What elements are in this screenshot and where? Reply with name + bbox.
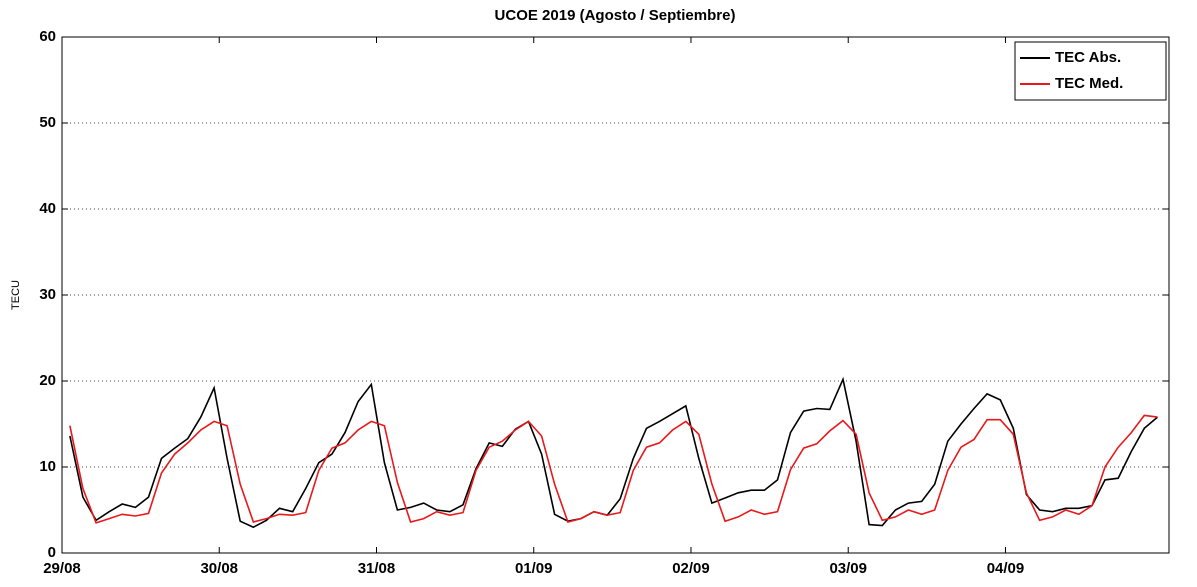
x-tick-label: 01/09 xyxy=(515,560,553,577)
x-tick-label: 02/09 xyxy=(672,560,710,577)
x-tick-label: 30/08 xyxy=(200,560,238,577)
plot-frame xyxy=(61,36,1170,554)
y-tick-label: 60 xyxy=(39,28,56,45)
y-tick-label: 50 xyxy=(39,114,56,131)
chart-title: UCOE 2019 (Agosto / Septiembre) xyxy=(495,7,736,24)
x-tick-label: 31/08 xyxy=(358,560,396,577)
legend-box xyxy=(1014,41,1167,101)
series-line xyxy=(69,414,1158,524)
y-tick-label: 10 xyxy=(39,458,56,475)
x-tick-label: 03/09 xyxy=(829,560,867,577)
x-tick-label: 04/09 xyxy=(987,560,1025,577)
legend-label: TEC Abs. xyxy=(1055,49,1121,66)
legend-label: TEC Med. xyxy=(1055,75,1123,92)
y-tick-label: 0 xyxy=(48,544,56,561)
y-axis-label: TECU xyxy=(10,280,22,310)
series-line xyxy=(69,376,1159,529)
y-tick-label: 30 xyxy=(39,286,56,303)
y-tick-label: 20 xyxy=(39,372,56,389)
x-tick-label: 29/08 xyxy=(43,560,81,577)
y-tick-label: 40 xyxy=(39,200,56,217)
